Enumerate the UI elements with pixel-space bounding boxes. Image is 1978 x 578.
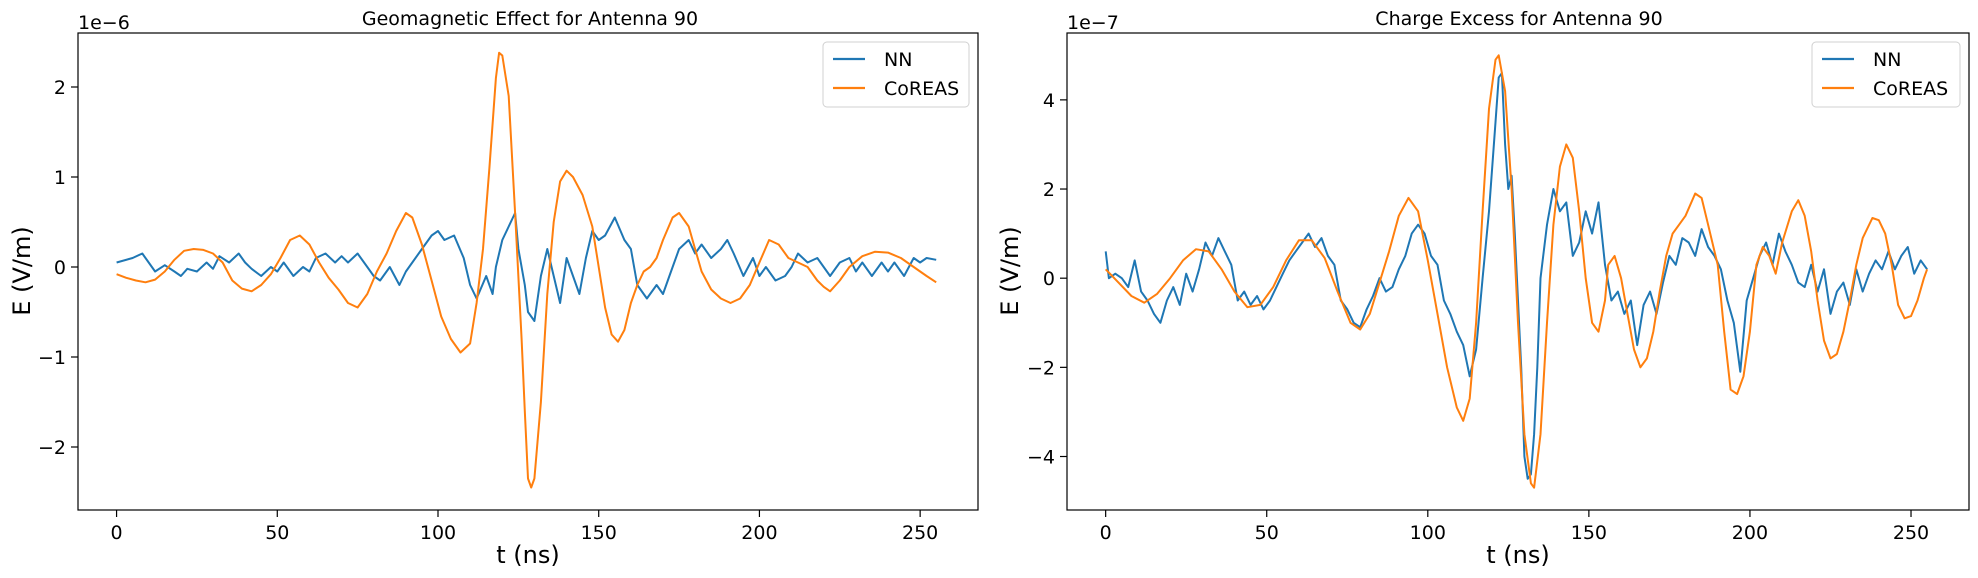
- series-layer: [1104, 54, 1929, 489]
- y-tick-label: 0: [54, 257, 66, 279]
- x-tick-label: 50: [1255, 522, 1279, 544]
- chart-title: Charge Excess for Antenna 90: [1375, 8, 1662, 30]
- x-tick-label: 250: [1893, 522, 1929, 544]
- x-tick-label: 100: [1410, 522, 1446, 544]
- x-tick-label: 150: [1571, 522, 1607, 544]
- x-ticks: 0 50 100 150 200 250: [111, 510, 938, 544]
- y-tick-label: 0: [1043, 268, 1055, 290]
- plot-area-frame: [1066, 32, 1970, 511]
- x-tick-label: 250: [902, 522, 938, 544]
- y-axis-label: E (V/m): [8, 226, 36, 315]
- x-tick-label: 0: [111, 522, 123, 544]
- y-tick-label: −1: [38, 347, 66, 369]
- chart-title: Geomagnetic Effect for Antenna 90: [362, 8, 698, 30]
- series-line-coreas: [1104, 54, 1929, 489]
- y-ticks: −4 −2 0 2 4: [1027, 90, 1067, 469]
- y-tick-label: −4: [1027, 447, 1055, 469]
- legend-label-coreas: CoREAS: [1873, 78, 1948, 100]
- legend: NN CoREAS: [822, 41, 970, 108]
- y-tick-label: −2: [1027, 357, 1055, 379]
- legend-label-nn: NN: [884, 49, 912, 71]
- charge-excess-chart-panel: Charge Excess for Antenna 90 1e−7 0 50 100…: [996, 8, 1970, 569]
- x-tick-label: 200: [1732, 522, 1768, 544]
- y-offset-label: 1e−7: [1067, 12, 1119, 34]
- y-axis-label: E (V/m): [996, 226, 1024, 315]
- y-tick-label: 2: [1043, 179, 1055, 201]
- plot-area-frame: [77, 32, 979, 511]
- x-tick-label: 150: [581, 522, 617, 544]
- legend-label-coreas: CoREAS: [884, 78, 959, 100]
- legend-label-nn: NN: [1873, 49, 1901, 71]
- series-line-coreas: [116, 51, 937, 489]
- geomagnetic-chart-panel: Geomagnetic Effect for Antenna 90 1e−6 0…: [8, 8, 979, 569]
- legend: NN CoREAS: [1811, 41, 1961, 108]
- y-tick-label: 1: [54, 167, 66, 189]
- x-tick-label: 200: [741, 522, 777, 544]
- x-ticks: 0 50 100 150 200 250: [1100, 510, 1929, 544]
- series-line-nn: [116, 212, 937, 322]
- x-tick-label: 100: [420, 522, 456, 544]
- x-tick-label: 0: [1100, 522, 1112, 544]
- y-tick-label: 4: [1043, 90, 1055, 112]
- y-offset-label: 1e−6: [78, 12, 130, 34]
- y-tick-label: −2: [38, 437, 66, 459]
- x-tick-label: 50: [265, 522, 289, 544]
- x-axis-label: t (ns): [496, 541, 559, 569]
- y-ticks: −2 −1 0 1 2: [38, 77, 78, 459]
- series-layer: [116, 51, 937, 489]
- x-axis-label: t (ns): [1486, 541, 1549, 569]
- y-tick-label: 2: [54, 77, 66, 99]
